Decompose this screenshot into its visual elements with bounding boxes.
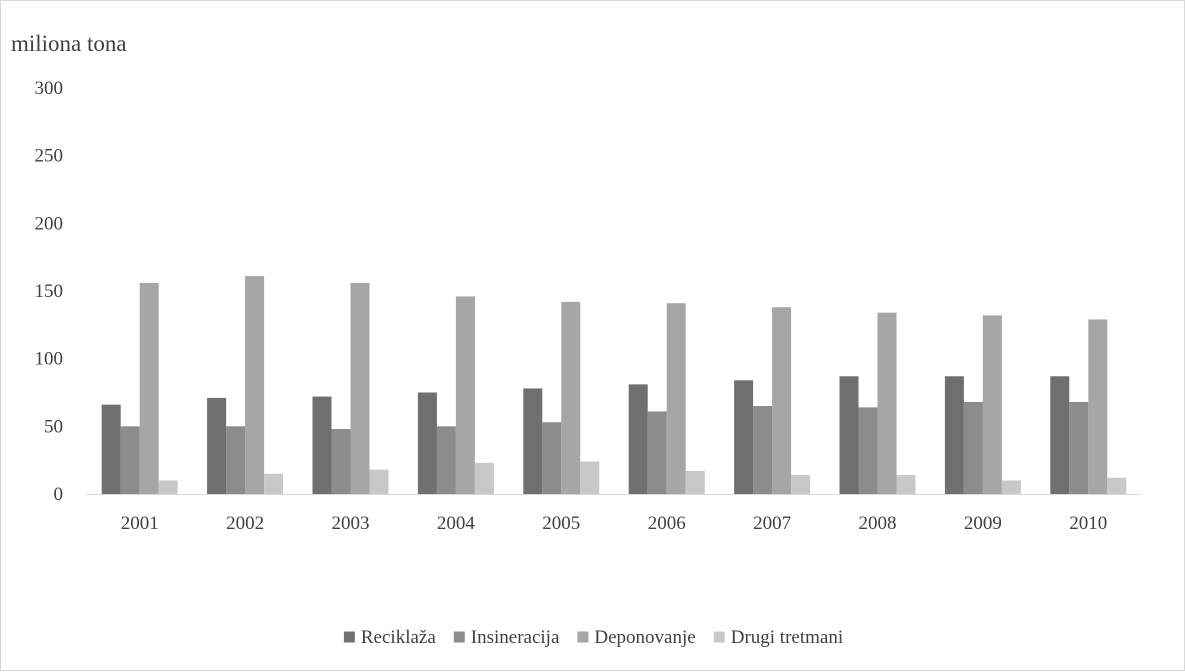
- bar-drugi-tretmani-2006: [685, 470, 705, 494]
- bar-drugi-tretmani-2005: [580, 461, 600, 494]
- y-tick-label: 300: [35, 78, 64, 99]
- bar-insineracija-2002: [226, 426, 246, 494]
- bar-insineracija-2005: [542, 422, 562, 494]
- x-tick-label: 2007: [753, 513, 791, 534]
- bar-recikla-a-2004: [417, 392, 437, 494]
- bar-recikla-a-2008: [839, 376, 859, 494]
- bar-recikla-a-2003: [312, 396, 332, 494]
- bar-drugi-tretmani-2009: [1001, 480, 1021, 494]
- legend-swatch: [343, 631, 355, 643]
- legend-label: Deponovanje: [594, 627, 695, 648]
- bar-deponovanje-2006: [666, 303, 686, 494]
- bar-drugi-tretmani-2003: [369, 469, 389, 494]
- bar-recikla-a-2001: [101, 404, 121, 494]
- bar-insineracija-2006: [647, 411, 667, 494]
- bar-drugi-tretmani-2001: [158, 480, 178, 494]
- legend-label: Insineracija: [471, 627, 560, 648]
- bar-insineracija-2003: [331, 429, 351, 494]
- bar-drugi-tretmani-2007: [791, 475, 811, 494]
- bar-drugi-tretmani-2010: [1107, 477, 1127, 494]
- bar-insineracija-2007: [753, 406, 773, 494]
- x-tick-label: 2010: [1069, 513, 1107, 534]
- x-tick-label: 2003: [332, 513, 370, 534]
- bar-insineracija-2008: [858, 407, 878, 494]
- bar-recikla-a-2002: [207, 397, 227, 494]
- bar-deponovanje-2004: [455, 296, 475, 494]
- bar-drugi-tretmani-2002: [264, 473, 284, 494]
- y-tick-label: 250: [35, 146, 64, 167]
- y-tick-label: 150: [35, 281, 64, 302]
- legend-label: Reciklaža: [361, 627, 436, 648]
- bar-insineracija-2004: [436, 426, 456, 494]
- bar-deponovanje-2001: [139, 282, 159, 494]
- bar-insineracija-2010: [1069, 401, 1089, 494]
- bar-recikla-a-2005: [523, 388, 543, 494]
- x-tick-label: 2002: [226, 513, 264, 534]
- y-axis-unit-label: miliona tona: [11, 31, 127, 56]
- y-tick-label: 50: [44, 416, 63, 437]
- x-tick-label: 2006: [648, 513, 686, 534]
- bar-drugi-tretmani-2008: [896, 475, 916, 494]
- bar-deponovanje-2005: [561, 301, 581, 494]
- legend-swatch: [713, 631, 725, 643]
- bar-deponovanje-2002: [245, 276, 265, 494]
- bar-recikla-a-2006: [628, 384, 648, 494]
- bar-recikla-a-2007: [734, 380, 754, 494]
- bar-deponovanje-2010: [1088, 319, 1108, 494]
- bar-insineracija-2009: [963, 401, 983, 494]
- bar-deponovanje-2009: [982, 315, 1002, 494]
- y-tick-label: 100: [35, 349, 64, 370]
- bar-deponovanje-2007: [772, 307, 792, 494]
- y-tick-label: 0: [54, 484, 64, 505]
- x-tick-label: 2001: [121, 513, 159, 534]
- x-tick-label: 2008: [859, 513, 897, 534]
- legend-swatch: [577, 631, 589, 643]
- x-tick-label: 2005: [542, 513, 580, 534]
- bar-drugi-tretmani-2004: [474, 462, 494, 494]
- bar-recikla-a-2009: [944, 376, 964, 494]
- legend-swatch: [453, 631, 465, 643]
- y-tick-label: 200: [35, 213, 64, 234]
- bar-deponovanje-2003: [350, 282, 370, 494]
- x-tick-label: 2009: [964, 513, 1002, 534]
- x-tick-label: 2004: [437, 513, 476, 534]
- legend-label: Drugi tretmani: [731, 627, 843, 648]
- bar-insineracija-2001: [120, 426, 140, 494]
- bar-recikla-a-2010: [1050, 376, 1070, 494]
- bar-deponovanje-2008: [877, 312, 897, 494]
